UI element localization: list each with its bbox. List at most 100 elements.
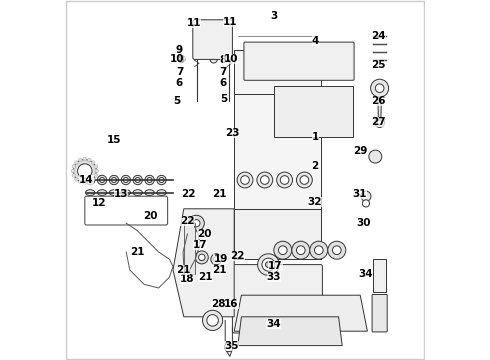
Ellipse shape: [145, 190, 154, 195]
Text: 32: 32: [307, 197, 322, 207]
Text: 21: 21: [130, 247, 144, 257]
Circle shape: [296, 246, 305, 255]
Text: 34: 34: [267, 319, 281, 329]
Text: 19: 19: [213, 254, 228, 264]
Circle shape: [210, 56, 217, 63]
Circle shape: [94, 174, 98, 177]
Circle shape: [78, 180, 82, 184]
Ellipse shape: [109, 190, 119, 195]
Text: 31: 31: [352, 189, 367, 199]
Text: 23: 23: [225, 128, 240, 138]
Circle shape: [88, 180, 91, 184]
FancyBboxPatch shape: [244, 42, 354, 80]
Text: 11: 11: [187, 18, 201, 28]
Bar: [274, 86, 353, 137]
Circle shape: [333, 246, 341, 255]
Text: 16: 16: [224, 299, 239, 309]
Circle shape: [74, 161, 78, 165]
Circle shape: [375, 84, 384, 93]
Circle shape: [280, 176, 289, 184]
Polygon shape: [238, 317, 342, 346]
Circle shape: [207, 315, 219, 326]
Text: 9: 9: [175, 45, 182, 55]
Circle shape: [296, 172, 312, 188]
Circle shape: [94, 165, 98, 168]
Circle shape: [145, 175, 154, 185]
Text: 21: 21: [212, 265, 226, 275]
Circle shape: [377, 120, 382, 125]
Text: 21: 21: [198, 272, 213, 282]
FancyBboxPatch shape: [232, 265, 322, 333]
Circle shape: [196, 251, 208, 264]
Circle shape: [92, 161, 95, 165]
Text: 12: 12: [92, 198, 106, 208]
Text: 6: 6: [220, 78, 227, 88]
Polygon shape: [234, 295, 368, 331]
Bar: [234, 94, 320, 209]
Text: 20: 20: [197, 229, 212, 239]
Text: 25: 25: [371, 60, 386, 70]
Circle shape: [370, 79, 389, 97]
Circle shape: [261, 176, 269, 184]
Text: 22: 22: [180, 216, 195, 226]
Text: 22: 22: [231, 251, 245, 261]
Circle shape: [292, 241, 310, 259]
Circle shape: [277, 172, 293, 188]
Circle shape: [274, 241, 292, 259]
Circle shape: [237, 172, 253, 188]
Text: 17: 17: [269, 261, 283, 271]
Circle shape: [193, 220, 200, 227]
Bar: [234, 50, 320, 94]
FancyBboxPatch shape: [193, 20, 232, 59]
Circle shape: [363, 200, 369, 207]
Text: 10: 10: [170, 54, 185, 64]
Ellipse shape: [86, 190, 95, 195]
Circle shape: [72, 165, 75, 168]
Text: 33: 33: [267, 272, 281, 282]
Text: 11: 11: [222, 17, 237, 27]
Bar: [234, 209, 320, 259]
Circle shape: [83, 157, 87, 161]
Circle shape: [315, 246, 323, 255]
Text: 2: 2: [312, 161, 319, 171]
Circle shape: [211, 254, 221, 265]
Circle shape: [83, 181, 87, 185]
Circle shape: [92, 177, 95, 181]
Text: 21: 21: [213, 189, 227, 199]
Text: 15: 15: [106, 135, 121, 145]
Text: 17: 17: [193, 240, 207, 250]
Circle shape: [374, 117, 385, 127]
Circle shape: [178, 56, 185, 63]
Ellipse shape: [133, 190, 143, 195]
Circle shape: [224, 343, 233, 352]
Text: 22: 22: [181, 189, 196, 199]
Circle shape: [266, 262, 271, 267]
Text: 18: 18: [180, 274, 195, 284]
Circle shape: [135, 177, 140, 183]
Text: 28: 28: [211, 299, 225, 309]
Circle shape: [189, 215, 204, 231]
Ellipse shape: [98, 190, 107, 195]
Circle shape: [109, 175, 119, 185]
Circle shape: [88, 158, 91, 162]
Text: 3: 3: [270, 11, 277, 21]
Text: 35: 35: [224, 341, 239, 351]
Circle shape: [257, 172, 273, 188]
Circle shape: [241, 176, 249, 184]
Text: 5: 5: [220, 94, 227, 104]
Circle shape: [262, 258, 275, 271]
Text: 13: 13: [114, 189, 128, 199]
Circle shape: [133, 175, 143, 185]
Circle shape: [99, 177, 104, 183]
Circle shape: [159, 177, 164, 183]
Text: 34: 34: [358, 269, 373, 279]
Circle shape: [121, 175, 130, 185]
Ellipse shape: [157, 190, 166, 195]
Circle shape: [78, 158, 82, 162]
FancyBboxPatch shape: [372, 294, 387, 332]
Circle shape: [71, 169, 74, 173]
Text: 21: 21: [176, 265, 190, 275]
Text: 8: 8: [177, 55, 185, 66]
Circle shape: [310, 241, 328, 259]
Text: 5: 5: [173, 96, 180, 106]
